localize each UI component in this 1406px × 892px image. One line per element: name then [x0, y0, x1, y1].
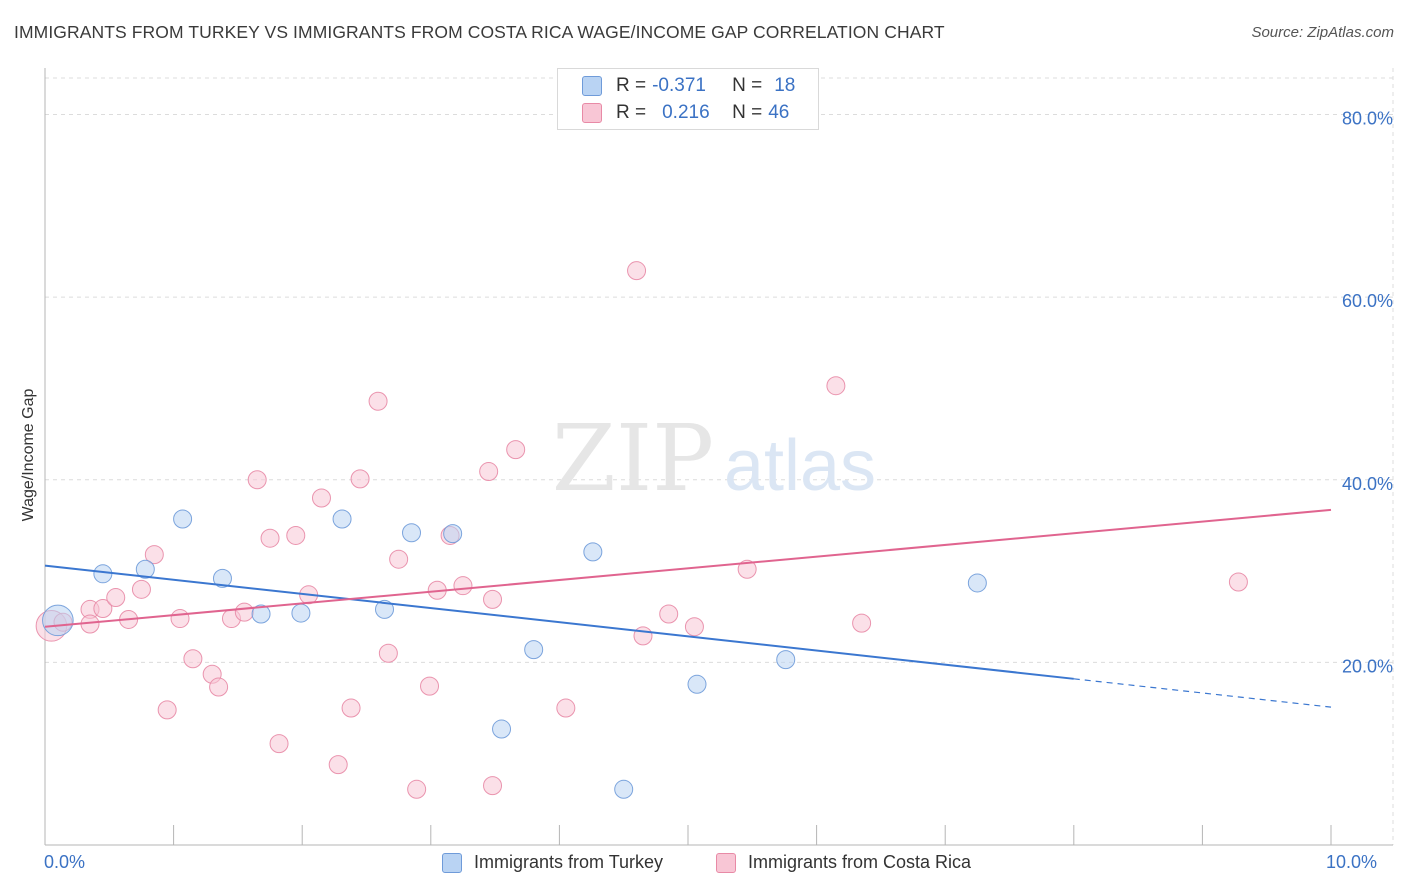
- costarica-point-16: [247, 470, 267, 490]
- costarica-point-4: [93, 599, 113, 619]
- legend-item-costarica: Immigrants from Costa Rica: [716, 852, 971, 873]
- turkey-point-8: [375, 599, 395, 619]
- costarica-point-44: [852, 613, 872, 633]
- costarica-point-45: [1228, 572, 1248, 592]
- costarica-point-33: [483, 776, 503, 796]
- costarica-point-38: [633, 626, 653, 646]
- costarica-swatch: [582, 103, 602, 123]
- costarica-point-15: [234, 602, 254, 622]
- axes: [44, 68, 1393, 846]
- costarica-point-40: [659, 604, 679, 624]
- costarica-point-28: [407, 779, 427, 799]
- turkey-legend-swatch: [442, 852, 462, 873]
- data-points: [35, 261, 1248, 799]
- costarica-point-10: [170, 609, 190, 629]
- grid-lines: [45, 68, 1394, 845]
- turkey-point-13: [583, 542, 603, 562]
- costarica-point-43: [826, 376, 846, 396]
- costarica-point-35: [479, 462, 499, 482]
- turkey-swatch: [582, 76, 602, 96]
- turkey-point-7: [332, 509, 352, 529]
- costarica-point-13: [209, 677, 229, 697]
- costarica-legend-label: Immigrants from Costa Rica: [748, 852, 972, 872]
- costarica-point-11: [183, 649, 203, 669]
- x-tick-label-min: 0.0%: [44, 852, 86, 872]
- watermark-atlas: atlas: [724, 426, 876, 506]
- costarica-point-29: [420, 676, 440, 696]
- turkey-point-16: [776, 650, 796, 670]
- watermark: ZIP atlas: [552, 405, 876, 512]
- costarica-point-41: [684, 617, 704, 637]
- legend-r-value-costarica: 0.216: [662, 102, 710, 123]
- turkey-point-17: [967, 573, 987, 593]
- turkey-legend-label: Immigrants from Turkey: [474, 852, 664, 872]
- y-tick-label-3: 80.0%: [1342, 109, 1393, 129]
- costarica-point-7: [131, 579, 151, 599]
- costarica-point-32: [453, 576, 473, 596]
- costarica-point-42: [737, 559, 757, 579]
- turkey-point-10: [443, 524, 463, 544]
- turkey-point-4: [212, 568, 232, 588]
- costarica-point-17: [260, 528, 280, 548]
- costarica-point-5: [106, 588, 126, 608]
- turkey-point-12: [524, 640, 544, 660]
- y-tick-label-2: 60.0%: [1342, 291, 1393, 311]
- legend-r-value-turkey: -0.371: [652, 75, 706, 96]
- costarica-point-18: [269, 734, 289, 754]
- costarica-point-19: [286, 525, 306, 545]
- costarica-point-25: [368, 391, 388, 411]
- turkey-trend-line: [44, 564, 1074, 680]
- costarica-point-39: [627, 261, 647, 281]
- turkey-point-15: [687, 674, 707, 694]
- costarica-legend-swatch: [716, 852, 736, 873]
- y-tick-labels: 20.0% 40.0% 60.0% 80.0%: [1342, 109, 1393, 677]
- costarica-point-22: [328, 755, 348, 775]
- turkey-point-14: [614, 779, 634, 799]
- legend-r-label-turkey: R =: [616, 75, 647, 96]
- legend-n-label-costarica: N =: [732, 102, 763, 123]
- x-tick-label-max: 10.0%: [1326, 852, 1378, 872]
- y-axis-label: Wage/Income Gap: [20, 388, 37, 522]
- trend-lines: [44, 508, 1332, 708]
- legend-n-value-costarica: 46: [768, 102, 790, 123]
- legend-r-label-costarica: R =: [616, 102, 647, 123]
- turkey-trend-extension: [1073, 678, 1332, 708]
- costarica-point-34: [483, 589, 503, 609]
- y-tick-label-0: 20.0%: [1342, 656, 1393, 676]
- costarica-point-27: [389, 549, 409, 569]
- legend-row-turkey: R = -0.371 N = 18: [582, 74, 796, 98]
- costarica-point-24: [350, 469, 370, 489]
- turkey-point-3: [173, 509, 193, 529]
- costarica-point-26: [378, 643, 398, 663]
- y-tick-label-1: 40.0%: [1342, 474, 1393, 494]
- turkey-point-6: [291, 603, 311, 623]
- turkey-point-11: [492, 719, 512, 739]
- chart-title: IMMIGRANTS FROM TURKEY VS IMMIGRANTS FRO…: [14, 22, 945, 42]
- turkey-point-1: [93, 564, 113, 584]
- turkey-point-2: [135, 559, 155, 579]
- series-legend: Immigrants from Turkey Immigrants from C…: [0, 852, 1406, 878]
- legend-n-value-turkey: 18: [774, 75, 796, 96]
- costarica-point-8: [144, 545, 164, 565]
- legend-row-costarica: R = 0.216 N = 46: [582, 101, 790, 125]
- legend-item-turkey: Immigrants from Turkey: [442, 852, 663, 873]
- costarica-trend-line: [44, 508, 1332, 628]
- costarica-point-9: [157, 700, 177, 720]
- turkey-point-9: [402, 523, 422, 543]
- costarica-point-37: [556, 698, 576, 718]
- legend-n-label-turkey: N =: [732, 75, 763, 96]
- turkey-point-0: [42, 604, 74, 637]
- correlation-legend: R = -0.371 N = 18 R = 0.216 N = 46: [557, 68, 819, 130]
- source-label: Source: ZipAtlas.com: [1251, 24, 1394, 41]
- costarica-point-36: [506, 440, 526, 460]
- watermark-zip: ZIP: [552, 405, 714, 512]
- turkey-point-5: [251, 604, 271, 624]
- costarica-point-23: [341, 698, 361, 718]
- costarica-point-21: [311, 488, 331, 508]
